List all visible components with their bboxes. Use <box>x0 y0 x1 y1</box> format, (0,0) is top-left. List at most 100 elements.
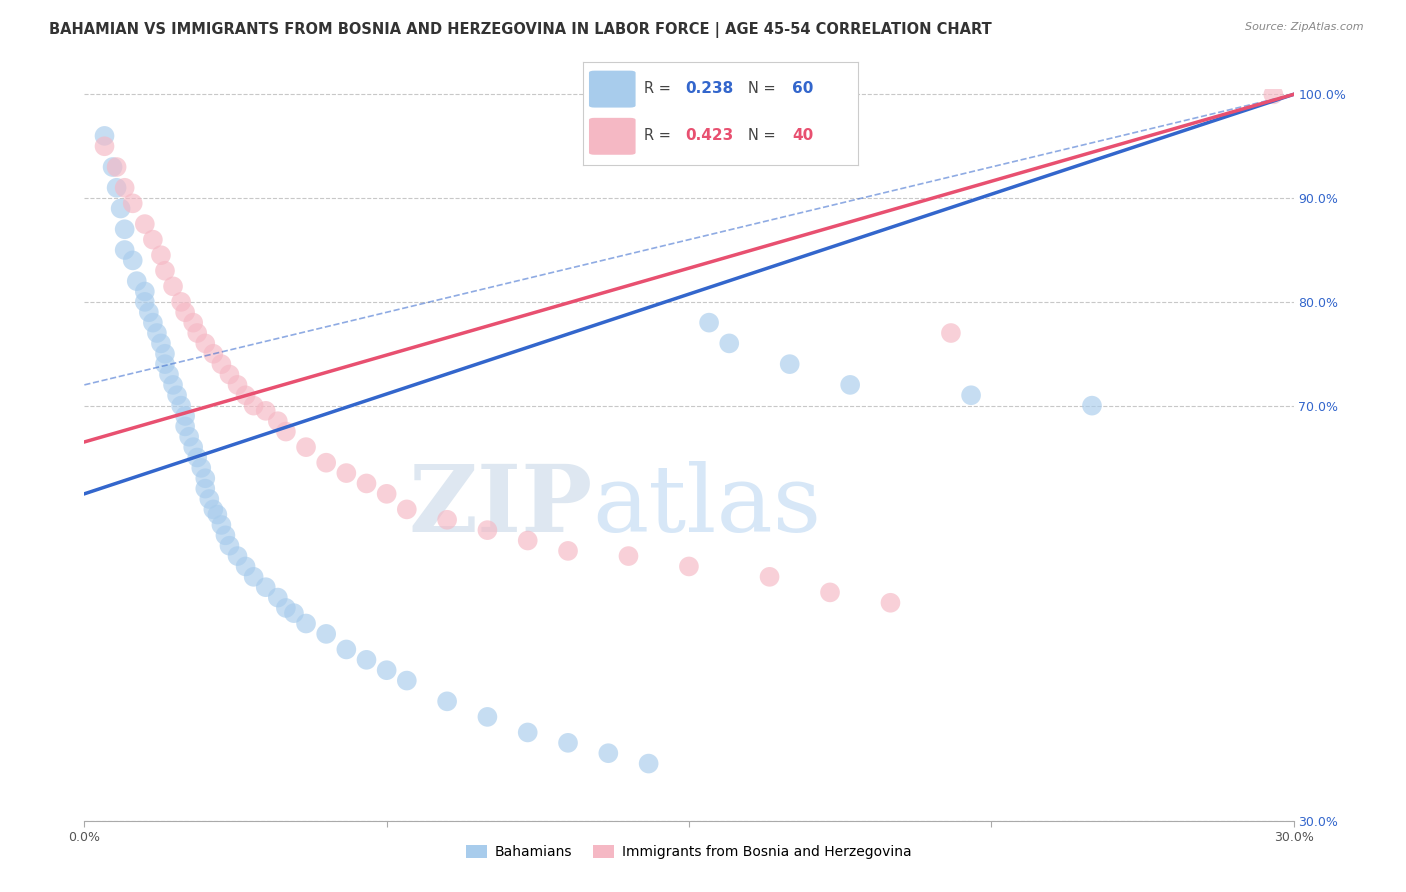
Point <box>186 326 208 340</box>
Point <box>356 476 378 491</box>
Text: 0.423: 0.423 <box>685 128 733 144</box>
Point <box>226 377 249 392</box>
Point <box>335 466 357 480</box>
Point <box>939 326 962 340</box>
Point <box>198 491 221 506</box>
Point <box>879 596 901 610</box>
Point <box>557 736 579 750</box>
Point <box>93 128 115 143</box>
Point <box>114 243 136 257</box>
Point <box>170 399 193 413</box>
Point <box>295 440 318 454</box>
Point <box>1081 399 1104 413</box>
Point <box>142 316 165 330</box>
Point <box>960 388 983 402</box>
Point <box>157 368 180 382</box>
Point <box>477 523 499 537</box>
Point <box>516 725 538 739</box>
Point <box>166 388 188 402</box>
Point <box>142 233 165 247</box>
Point <box>436 694 458 708</box>
Point <box>242 570 264 584</box>
Point <box>105 160 128 174</box>
Point <box>114 180 136 194</box>
Point <box>174 409 197 423</box>
Point <box>218 368 240 382</box>
Point <box>153 264 176 278</box>
Point <box>235 559 257 574</box>
Point <box>598 746 620 760</box>
Point <box>1263 87 1285 102</box>
Point <box>214 528 236 542</box>
Point <box>170 294 193 309</box>
Point <box>356 653 378 667</box>
Text: 40: 40 <box>792 128 813 144</box>
Point <box>190 461 212 475</box>
Point <box>202 347 225 361</box>
FancyBboxPatch shape <box>589 118 636 155</box>
Point <box>283 606 305 620</box>
Point <box>174 419 197 434</box>
Point <box>274 425 297 439</box>
Text: R =: R = <box>644 81 675 96</box>
Point <box>162 377 184 392</box>
Point <box>254 580 277 594</box>
Point <box>395 502 418 516</box>
Point <box>110 202 132 216</box>
Point <box>162 279 184 293</box>
Point <box>758 570 780 584</box>
Point <box>134 217 156 231</box>
Point <box>617 549 640 563</box>
Point <box>839 377 862 392</box>
Point <box>436 513 458 527</box>
Point <box>637 756 659 771</box>
Text: R =: R = <box>644 128 675 144</box>
Point <box>138 305 160 319</box>
Point <box>146 326 169 340</box>
Point <box>516 533 538 548</box>
Text: N =: N = <box>748 128 780 144</box>
Point <box>557 544 579 558</box>
Point <box>114 222 136 236</box>
Point <box>181 440 204 454</box>
Point <box>315 456 337 470</box>
Point <box>174 305 197 319</box>
Point <box>134 285 156 299</box>
Point <box>194 471 217 485</box>
Point <box>395 673 418 688</box>
Point <box>375 663 398 677</box>
Point <box>194 482 217 496</box>
Point <box>218 539 240 553</box>
Point <box>202 502 225 516</box>
Point <box>209 518 232 533</box>
Point <box>315 627 337 641</box>
Point <box>121 253 143 268</box>
Point <box>186 450 208 465</box>
Legend: Bahamians, Immigrants from Bosnia and Herzegovina: Bahamians, Immigrants from Bosnia and He… <box>460 839 918 865</box>
Point <box>678 559 700 574</box>
Point <box>242 399 264 413</box>
Point <box>153 347 176 361</box>
Point <box>718 336 741 351</box>
Text: BAHAMIAN VS IMMIGRANTS FROM BOSNIA AND HERZEGOVINA IN LABOR FORCE | AGE 45-54 CO: BAHAMIAN VS IMMIGRANTS FROM BOSNIA AND H… <box>49 22 993 38</box>
Point <box>226 549 249 563</box>
Point <box>295 616 318 631</box>
Point <box>254 404 277 418</box>
Point <box>779 357 801 371</box>
FancyBboxPatch shape <box>589 70 636 108</box>
Point <box>267 591 290 605</box>
Point <box>125 274 148 288</box>
Point <box>93 139 115 153</box>
Text: 0.238: 0.238 <box>685 81 733 96</box>
Text: atlas: atlas <box>592 461 821 551</box>
Point <box>121 196 143 211</box>
Point <box>181 316 204 330</box>
Point <box>149 336 172 351</box>
Point <box>335 642 357 657</box>
Point <box>697 316 720 330</box>
Point <box>153 357 176 371</box>
Point <box>194 336 217 351</box>
Point <box>209 357 232 371</box>
Point <box>179 430 201 444</box>
Text: 60: 60 <box>792 81 813 96</box>
